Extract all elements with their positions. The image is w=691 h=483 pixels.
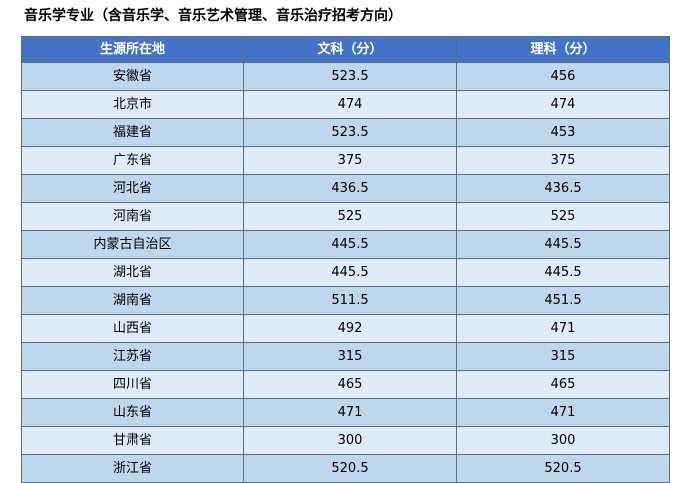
region-cell: 山西省 bbox=[21, 314, 244, 343]
science-score-cell: 445.5 bbox=[456, 230, 670, 259]
liberal-arts-score-cell: 300 bbox=[243, 426, 457, 455]
region-cell: 内蒙古自治区 bbox=[21, 230, 244, 259]
science-score-cell: 520.5 bbox=[456, 454, 670, 483]
region-cell: 湖南省 bbox=[21, 286, 244, 315]
liberal-arts-score-cell: 465 bbox=[243, 370, 457, 399]
liberal-arts-score-cell: 511.5 bbox=[243, 286, 457, 315]
table-row: 江苏省 315 315 bbox=[21, 342, 670, 371]
science-score-cell: 474 bbox=[456, 90, 670, 119]
table-row: 山东省 471 471 bbox=[21, 398, 670, 427]
region-cell: 山东省 bbox=[21, 398, 244, 427]
region-cell: 甘肃省 bbox=[21, 426, 244, 455]
region-cell: 河南省 bbox=[21, 202, 244, 231]
liberal-arts-score-cell: 492 bbox=[243, 314, 457, 343]
region-cell: 河北省 bbox=[21, 174, 244, 203]
liberal-arts-score-cell: 520.5 bbox=[243, 454, 457, 483]
science-score-cell: 445.5 bbox=[456, 258, 670, 287]
science-score-cell: 525 bbox=[456, 202, 670, 231]
table-row: 安徽省 523.5 456 bbox=[21, 62, 670, 91]
table-row: 北京市 474 474 bbox=[21, 90, 670, 119]
region-cell: 福建省 bbox=[21, 118, 244, 147]
science-score-cell: 451.5 bbox=[456, 286, 670, 315]
header-region: 生源所在地 bbox=[21, 36, 244, 63]
science-score-cell: 436.5 bbox=[456, 174, 670, 203]
liberal-arts-score-cell: 523.5 bbox=[243, 62, 457, 91]
liberal-arts-score-cell: 445.5 bbox=[243, 230, 457, 259]
science-score-cell: 453 bbox=[456, 118, 670, 147]
science-score-cell: 456 bbox=[456, 62, 670, 91]
header-science: 理科（分） bbox=[456, 36, 670, 63]
table-row: 四川省 465 465 bbox=[21, 370, 670, 399]
region-cell: 北京市 bbox=[21, 90, 244, 119]
table-row: 浙江省 520.5 520.5 bbox=[21, 454, 670, 483]
region-cell: 广东省 bbox=[21, 146, 244, 175]
science-score-cell: 471 bbox=[456, 314, 670, 343]
liberal-arts-score-cell: 375 bbox=[243, 146, 457, 175]
table-row: 广东省 375 375 bbox=[21, 146, 670, 175]
liberal-arts-score-cell: 315 bbox=[243, 342, 457, 371]
liberal-arts-score-cell: 474 bbox=[243, 90, 457, 119]
region-cell: 江苏省 bbox=[21, 342, 244, 371]
table-body: 安徽省 523.5 456 北京市 474 474 福建省 523.5 453 广东省 375 375… bbox=[21, 62, 670, 483]
region-cell: 四川省 bbox=[21, 370, 244, 399]
science-score-cell: 300 bbox=[456, 426, 670, 455]
table-row: 湖北省 445.5 445.5 bbox=[21, 258, 670, 287]
region-cell: 浙江省 bbox=[21, 454, 244, 483]
liberal-arts-score-cell: 525 bbox=[243, 202, 457, 231]
page-title: 音乐学专业（含音乐学、音乐艺术管理、音乐治疗招考方向） bbox=[24, 8, 402, 24]
table-row: 河南省 525 525 bbox=[21, 202, 670, 231]
liberal-arts-score-cell: 523.5 bbox=[243, 118, 457, 147]
table-row: 内蒙古自治区 445.5 445.5 bbox=[21, 230, 670, 259]
table-row: 河北省 436.5 436.5 bbox=[21, 174, 670, 203]
region-cell: 湖北省 bbox=[21, 258, 244, 287]
liberal-arts-score-cell: 471 bbox=[243, 398, 457, 427]
table-row: 甘肃省 300 300 bbox=[21, 426, 670, 455]
header-liberal-arts: 文科（分） bbox=[243, 36, 457, 63]
table-row: 福建省 523.5 453 bbox=[21, 118, 670, 147]
science-score-cell: 315 bbox=[456, 342, 670, 371]
liberal-arts-score-cell: 436.5 bbox=[243, 174, 457, 203]
liberal-arts-score-cell: 445.5 bbox=[243, 258, 457, 287]
science-score-cell: 375 bbox=[456, 146, 670, 175]
score-table: 生源所在地 文科（分） 理科（分） 安徽省 523.5 456 北京市 474 474 福建… bbox=[21, 36, 670, 483]
table-row: 湖南省 511.5 451.5 bbox=[21, 286, 670, 315]
table-header-row: 生源所在地 文科（分） 理科（分） bbox=[21, 36, 670, 63]
science-score-cell: 465 bbox=[456, 370, 670, 399]
table-row: 山西省 492 471 bbox=[21, 314, 670, 343]
region-cell: 安徽省 bbox=[21, 62, 244, 91]
science-score-cell: 471 bbox=[456, 398, 670, 427]
